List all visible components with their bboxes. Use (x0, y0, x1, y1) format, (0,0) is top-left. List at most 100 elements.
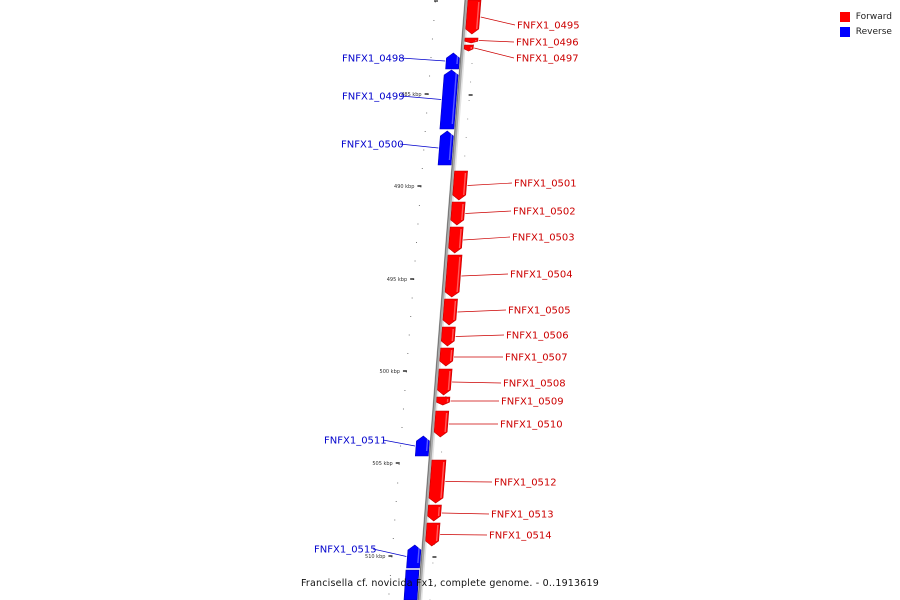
gene-label[interactable]: FNFX1_0500 (341, 140, 404, 151)
gene-fnfx1_0501[interactable] (452, 170, 468, 201)
gene-label[interactable]: FNFX1_0502 (513, 207, 576, 218)
gene-arrow[interactable] (445, 52, 460, 70)
leader-line (463, 236, 511, 241)
gene-arrow[interactable] (437, 368, 453, 396)
gene-highlight (453, 300, 457, 321)
gene-arrow[interactable] (425, 522, 441, 547)
legend: Forward Reverse (839, 9, 892, 39)
forward-swatch (839, 11, 850, 22)
gene-label[interactable]: FNFX1_0495 (517, 21, 580, 32)
gene-label[interactable]: FNFX1_0501 (514, 179, 577, 190)
gene-label[interactable]: FNFX1_0509 (501, 397, 564, 408)
gene-label[interactable]: FNFX1_0508 (503, 379, 566, 390)
leader-line (480, 16, 516, 26)
gene-highlight (425, 437, 429, 452)
gene-fnfx1_0507[interactable] (439, 347, 455, 367)
gene-fnfx1_0499[interactable] (439, 69, 459, 130)
gene-highlight (447, 370, 451, 391)
leader-line (461, 273, 509, 277)
gene-fnfx1_0513[interactable] (427, 504, 442, 522)
gene-label[interactable]: FNFX1_0513 (491, 510, 554, 521)
gene-arrow[interactable] (414, 435, 430, 457)
gene-label[interactable]: FNFX1_0510 (500, 420, 563, 431)
gene-label[interactable]: FNFX1_0511 (324, 436, 387, 447)
gene-arrow[interactable] (450, 201, 466, 226)
gene-highlight (476, 1, 480, 30)
leader-line (399, 143, 439, 149)
gene-arrow[interactable] (465, 0, 482, 35)
gene-fnfx1_0505[interactable] (442, 298, 458, 326)
gene-fnfx1_0512[interactable] (428, 459, 447, 504)
gene-label[interactable]: FNFX1_0512 (494, 478, 557, 489)
gene-fnfx1_0515[interactable] (406, 544, 422, 569)
gene-fnfx1_0498[interactable] (445, 52, 460, 70)
gene-fnfx1_0506[interactable] (440, 326, 456, 347)
reverse-swatch (839, 26, 850, 37)
tick-label: 500 kbp (380, 369, 400, 375)
gene-fnfx1_0496[interactable] (464, 37, 479, 44)
gene-highlight (440, 461, 445, 499)
backbone-edge (417, 0, 466, 600)
tick-label: 485 kbp (401, 92, 421, 98)
leader-line (452, 381, 502, 384)
gene-fnfx1_0502[interactable] (450, 201, 466, 226)
gene-fnfx1_0504[interactable] (444, 254, 463, 298)
gene-highlight (451, 328, 454, 342)
gene-arrow[interactable] (452, 170, 468, 201)
gene-label[interactable]: FNFX1_0515 (314, 545, 377, 556)
tick-label: 510 kbp (365, 554, 385, 560)
gene-arrow[interactable] (464, 37, 479, 44)
leader-line (474, 47, 515, 59)
gene-arrow[interactable] (442, 298, 458, 326)
gene-fnfx1_0510[interactable] (433, 410, 450, 438)
leader-line (455, 334, 505, 337)
leader-line (382, 439, 416, 447)
backbone-line (417, 0, 468, 600)
gene-label[interactable]: FNFX1_0506 (506, 331, 569, 342)
gene-label[interactable]: FNFX1_0503 (512, 233, 575, 244)
gene-highlight (444, 412, 448, 433)
legend-label-reverse: Reverse (855, 26, 892, 37)
gene-features (403, 0, 482, 600)
gene-label[interactable]: FNFX1_0498 (342, 54, 405, 65)
gene-fnfx1_0511[interactable] (414, 435, 430, 457)
gene-label[interactable]: FNFX1_0514 (489, 531, 552, 542)
gene-fnfx1_0495[interactable] (465, 0, 482, 35)
leader-line (400, 95, 442, 100)
gene-arrow[interactable] (440, 326, 456, 347)
gene-arrow[interactable] (437, 130, 454, 166)
gene-arrow[interactable] (403, 569, 420, 600)
leader-line (440, 534, 488, 536)
gene-highlight (456, 54, 459, 65)
gene-arrow[interactable] (406, 544, 422, 569)
gene-arrow[interactable] (427, 504, 442, 522)
gene-arrow[interactable] (439, 69, 459, 130)
gene-fnfx1_0503[interactable] (448, 226, 464, 254)
gene-label[interactable]: FNFX1_0496 (516, 38, 579, 49)
gene-fnfx1_0509[interactable] (436, 396, 451, 406)
gene-arrow[interactable] (463, 44, 474, 52)
gene-highlight (461, 203, 464, 221)
tick-label: 495 kbp (387, 277, 407, 283)
legend-item-reverse: Reverse (839, 24, 892, 39)
gene-label[interactable]: FNFX1_0499 (342, 92, 405, 103)
gene-arrow[interactable] (444, 254, 463, 298)
gene-arrow[interactable] (439, 347, 455, 367)
gene-highlight (456, 256, 461, 293)
gene-label[interactable]: FNFX1_0505 (508, 306, 571, 317)
gene-label[interactable]: FNFX1_0504 (510, 270, 573, 281)
gene-fnfx1_0497[interactable] (463, 44, 474, 52)
gene-arrow[interactable] (428, 459, 447, 504)
gene-arrow[interactable] (436, 396, 451, 406)
genome-caption: Francisella cf. novicida Fx1, complete g… (300, 578, 600, 589)
gene-fnfx1_0514[interactable] (425, 522, 441, 547)
gene-fnfx1_0500[interactable] (437, 130, 454, 166)
gene-fnfx1_0508[interactable] (437, 368, 453, 396)
leader-line (400, 57, 446, 62)
gene-arrow[interactable] (448, 226, 464, 254)
gene-label[interactable]: FNFX1_0497 (516, 54, 579, 65)
gene-label[interactable]: FNFX1_0507 (505, 353, 568, 364)
gene-arrow[interactable] (433, 410, 450, 438)
leader-line (457, 309, 507, 313)
